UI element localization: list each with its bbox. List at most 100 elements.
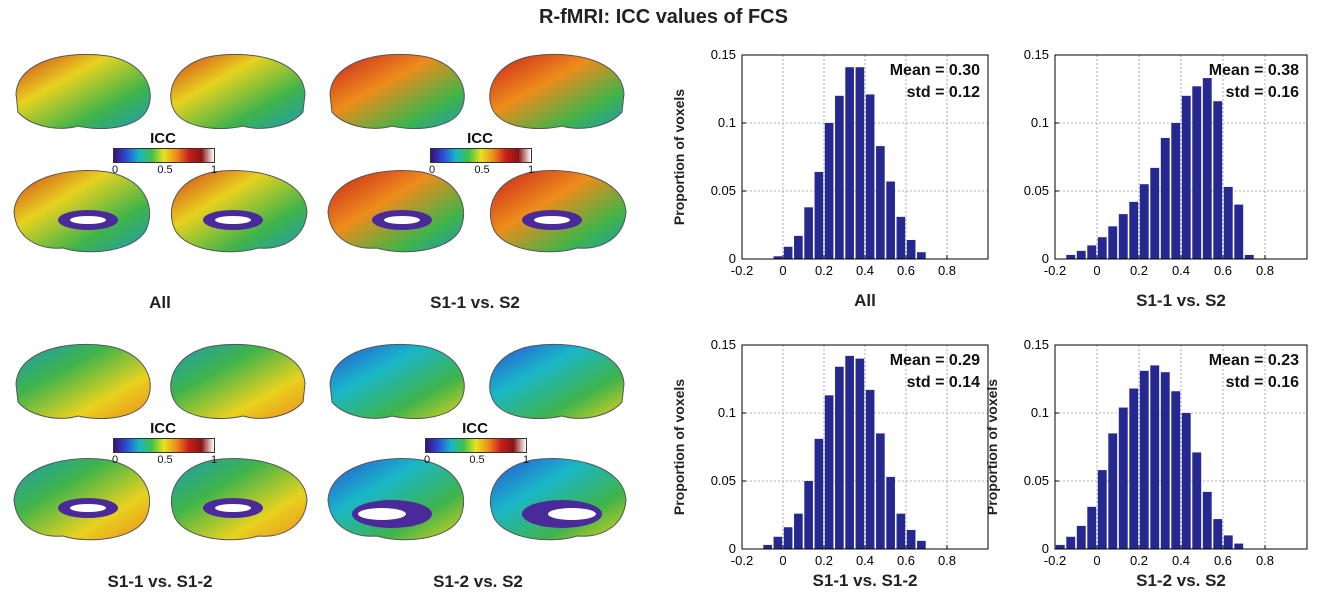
histogram-bar — [1213, 101, 1223, 260]
histogram-bar — [1076, 250, 1086, 259]
x-tick-label: 0.6 — [897, 553, 915, 568]
histogram-bar — [1129, 388, 1139, 549]
histogram-bar — [1139, 370, 1149, 549]
colorbar-tick-mid: 0.5 — [474, 164, 490, 176]
histogram-bar — [783, 246, 793, 259]
histogram-bar — [1150, 365, 1160, 549]
x-tick-label: 0.4 — [856, 263, 874, 278]
colorbar-title: ICC — [462, 420, 488, 437]
x-tick-label: -0.2 — [731, 263, 753, 278]
histogram-bar — [1223, 186, 1233, 259]
x-axis-label: S1-1 vs. S1-2 — [813, 571, 918, 590]
y-axis-label: Proportion of voxels — [671, 379, 687, 515]
histogram-bar — [1192, 452, 1202, 549]
x-tick-label: -0.2 — [1044, 553, 1066, 568]
histogram-bar — [1139, 184, 1149, 259]
brain-surface-lateral-left — [15, 343, 151, 420]
colorbar-gradient — [430, 148, 532, 163]
stats-annotation: Mean = 0.30 — [890, 62, 980, 79]
colorbar-tick-max: 1 — [527, 164, 535, 176]
colorbar-gradient — [113, 438, 215, 453]
y-tick-label: 0.1 — [1031, 115, 1049, 130]
brain-surface-lateral-right — [489, 53, 625, 130]
histogram-bar — [804, 481, 813, 549]
histogram-bar — [906, 239, 916, 259]
brain-surface-medial-right — [170, 458, 308, 541]
x-axis-label: S1-1 vs. S2 — [1136, 291, 1226, 310]
stats-annotation: std = 0.16 — [1226, 374, 1299, 391]
brain-surface-medial-left — [327, 170, 465, 253]
histogram-bar — [804, 207, 813, 259]
y-tick-label: 0 — [1042, 251, 1049, 266]
histogram-bar — [1087, 245, 1097, 259]
histogram-bar — [1129, 201, 1139, 259]
x-tick-label: 0.8 — [938, 263, 956, 278]
histogram-bar — [814, 171, 824, 259]
histogram-bar — [1108, 433, 1118, 549]
brain-surface-lateral-left — [15, 53, 151, 130]
histogram-bar — [855, 358, 865, 549]
histogram-bar — [773, 536, 783, 549]
brain-surface-lateral-right — [170, 53, 306, 130]
x-tick-label: 0.8 — [1256, 553, 1274, 568]
x-tick-label: 0 — [779, 553, 786, 568]
brain-surface-medial-left — [327, 458, 465, 541]
x-tick-label: 0.4 — [1172, 263, 1190, 278]
histogram-bar — [1118, 407, 1128, 549]
x-tick-label: 0 — [1093, 553, 1100, 568]
y-axis-label: Proportion of voxels — [984, 379, 1000, 515]
histogram-bar — [1118, 214, 1128, 259]
brain-panel-label: S1-1 vs. S2 — [430, 293, 520, 312]
histogram-bar — [1066, 536, 1076, 549]
y-tick-label: 0 — [729, 541, 736, 556]
histogram-bar — [824, 123, 834, 259]
axes-frame — [741, 344, 989, 550]
colorbar-tick-mid: 0.5 — [469, 454, 485, 466]
axes-frame — [1054, 344, 1308, 550]
histogram-bar — [1097, 470, 1107, 549]
histogram-bar — [1171, 391, 1181, 549]
histogram-bar — [1181, 95, 1191, 259]
stats-annotation: Mean = 0.38 — [1209, 62, 1299, 79]
brain-surface-medial-right — [170, 170, 308, 253]
histogram-bar — [1234, 204, 1244, 259]
x-axis-label: S1-2 vs. S2 — [1136, 571, 1226, 590]
histogram-bar — [763, 544, 772, 549]
histogram-bar — [1202, 78, 1212, 260]
x-tick-label: 0 — [779, 263, 786, 278]
y-tick-label: 0.15 — [1024, 337, 1049, 352]
histogram-bar — [783, 527, 793, 549]
histogram-bar — [886, 476, 895, 549]
brain-surface-lateral-right — [489, 343, 625, 420]
brain-surface-medial-left — [13, 458, 151, 541]
histogram-bar — [1150, 167, 1160, 259]
x-tick-label: 0.2 — [815, 263, 833, 278]
histogram-bar — [896, 513, 906, 549]
histogram-bar — [865, 389, 875, 549]
colorbar-tick-max: 1 — [522, 454, 530, 466]
y-tick-label: 0.15 — [711, 337, 736, 352]
y-tick-label: 0 — [1042, 541, 1049, 556]
brain-surface-medial-left — [13, 170, 151, 253]
histogram-bar — [1171, 123, 1181, 259]
histogram-bar — [1097, 237, 1107, 259]
x-tick-label: 0.6 — [897, 263, 915, 278]
histogram-bar — [1213, 519, 1223, 549]
stats-annotation: Mean = 0.23 — [1209, 352, 1299, 369]
y-axis-label: Proportion of voxels — [671, 89, 687, 225]
histogram-bar — [906, 529, 916, 549]
histogram-bar — [917, 540, 926, 549]
histogram-bar — [896, 216, 906, 259]
y-tick-label: 0.1 — [718, 115, 736, 130]
stats-annotation: std = 0.16 — [1226, 84, 1299, 101]
x-tick-label: 0.6 — [1214, 553, 1232, 568]
x-tick-label: 0.4 — [856, 553, 874, 568]
brain-surface-lateral-right — [170, 343, 306, 420]
x-tick-label: 0.4 — [1172, 553, 1190, 568]
x-tick-label: 0 — [1093, 263, 1100, 278]
histogram-bar — [835, 95, 844, 259]
histogram-bar — [1076, 525, 1086, 549]
colorbar-tick-mid: 0.5 — [157, 164, 173, 176]
brain-panel-label: S1-2 vs. S2 — [433, 572, 523, 591]
brain-panel-label: All — [149, 293, 171, 312]
